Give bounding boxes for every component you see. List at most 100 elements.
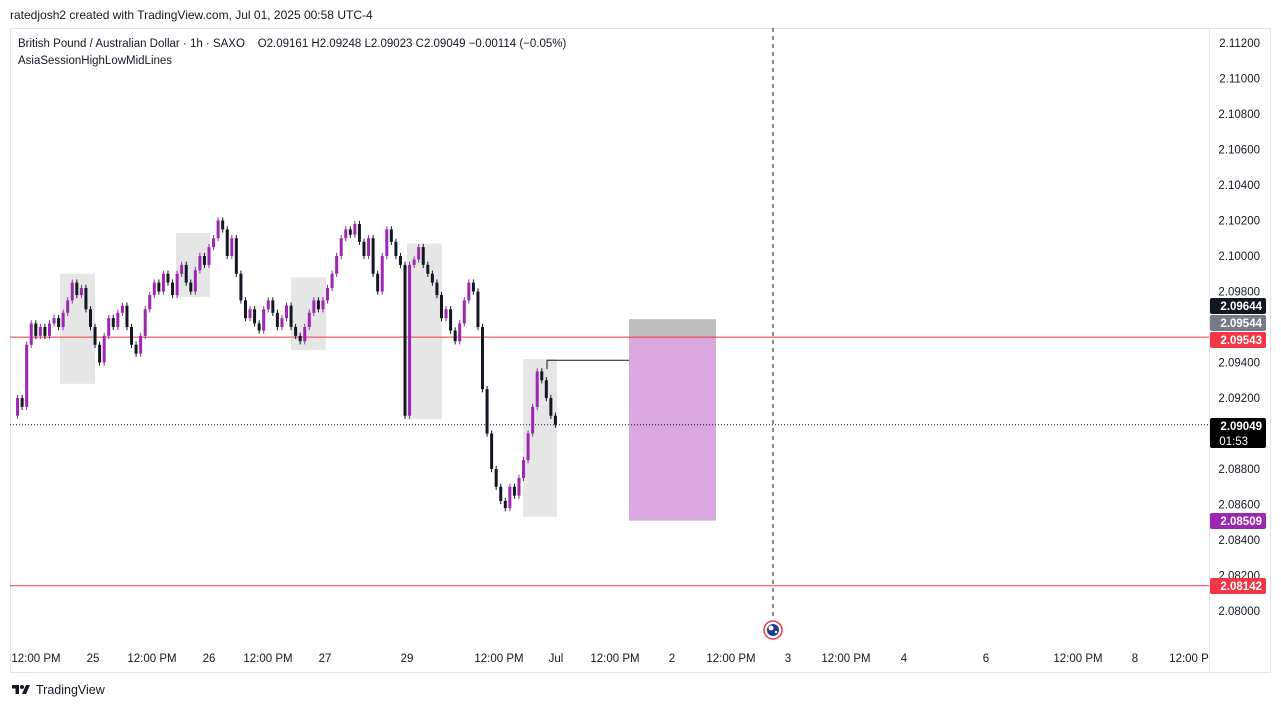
candle-body <box>184 264 188 283</box>
candle-body <box>512 486 516 496</box>
legend-indicator[interactable]: AsiaSessionHighLowMidLines <box>18 55 173 67</box>
candle-body <box>535 371 539 407</box>
y-tick-label: 2.08800 <box>1218 464 1260 476</box>
candle-body <box>522 460 526 478</box>
candle-body <box>120 305 124 313</box>
candle-body <box>485 389 489 434</box>
candle-body <box>494 469 498 487</box>
footer-branding: TradingView <box>10 681 105 699</box>
candle-body <box>307 312 311 327</box>
candle-body <box>29 323 33 345</box>
candle-body <box>389 229 393 242</box>
candle-body <box>439 295 443 319</box>
legend-symbol[interactable]: British Pound / Australian Dollar · 1h ·… <box>18 38 245 50</box>
candle-body <box>75 282 79 296</box>
x-tick-label: 12:00 PM <box>243 653 292 665</box>
header-bar: ratedjosh2 created with TradingView.com,… <box>0 0 1281 30</box>
candle-body <box>499 486 503 501</box>
price-label-badge <box>1210 332 1266 348</box>
candle-body <box>262 309 266 331</box>
candle-body <box>248 309 252 319</box>
candle-body <box>435 282 439 296</box>
y-tick-label: 2.08600 <box>1218 500 1260 512</box>
y-tick-label: 2.09200 <box>1218 393 1260 405</box>
y-tick-label: 2.10800 <box>1218 109 1260 121</box>
candle-body <box>266 300 270 310</box>
candle-body <box>471 282 475 292</box>
legend-ohlc-row: British Pound / Australian Dollar · 1h ·… <box>18 36 566 53</box>
candle-body <box>280 318 284 327</box>
candle-body <box>212 238 216 248</box>
candle-body <box>458 323 462 342</box>
candle-body <box>549 398 553 416</box>
candle-body <box>148 295 152 310</box>
candle-body <box>88 309 92 327</box>
candle-body <box>408 264 412 416</box>
price-label-countdown: 01:53 <box>1219 436 1248 448</box>
chart-legend: British Pound / Australian Dollar · 1h ·… <box>18 36 566 70</box>
candle-body <box>221 220 225 230</box>
candle-body <box>161 273 165 292</box>
tradingview-logo-icon <box>12 685 30 694</box>
x-tick-label: 12:00 PM <box>1053 653 1102 665</box>
candle-body <box>326 287 330 301</box>
y-tick-label: 2.10000 <box>1218 251 1260 263</box>
candle-body <box>330 273 334 288</box>
price-label-badge <box>1210 418 1266 448</box>
candle-body <box>216 220 220 239</box>
x-tick-label: 12:00 PM <box>127 653 176 665</box>
flag-icon <box>774 630 778 634</box>
y-tick-label: 2.10400 <box>1218 180 1260 192</box>
candle-body <box>285 305 288 319</box>
candle-body <box>385 229 389 256</box>
candle-body <box>335 256 339 274</box>
price-label-value: 2.09543 <box>1220 335 1262 347</box>
candle-body <box>430 273 434 283</box>
candle-body <box>503 500 507 509</box>
candle-body <box>38 327 42 336</box>
candle-body <box>490 433 494 469</box>
x-tick-label: 29 <box>401 653 414 665</box>
x-tick-label: 6 <box>983 653 989 665</box>
candle-body <box>225 229 229 256</box>
candle-body <box>412 259 416 265</box>
candle-body <box>25 344 29 407</box>
candle-body <box>230 238 234 256</box>
candle-body <box>130 327 134 345</box>
candle-body <box>234 238 238 274</box>
x-tick-label: 12:00 PM <box>11 653 60 665</box>
candle-body <box>152 282 156 296</box>
candle-body <box>403 264 407 416</box>
candle-body <box>166 273 170 283</box>
candle-body <box>357 224 361 242</box>
price-label-badge <box>1210 578 1266 594</box>
price-label-value: 2.09544 <box>1220 318 1262 330</box>
x-tick-label: 12:00 PM <box>474 653 523 665</box>
candle-body <box>61 312 65 327</box>
candle-body <box>16 398 20 416</box>
y-tick-label: 2.11200 <box>1219 38 1260 50</box>
candle-body <box>180 264 184 274</box>
price-label-badge <box>1210 298 1266 314</box>
flag-icon <box>768 625 774 631</box>
x-tick-label: 26 <box>203 653 216 665</box>
candle-body <box>531 406 535 434</box>
candle-body <box>107 318 111 336</box>
candle-body <box>517 477 521 496</box>
candle-body <box>553 415 557 425</box>
candle-body <box>193 270 197 292</box>
zone-range-purple <box>629 336 716 521</box>
candle-body <box>84 287 88 310</box>
candle-body <box>371 238 375 274</box>
candle-body <box>426 264 430 274</box>
x-tick-label: 3 <box>785 653 791 665</box>
candle-body <box>467 282 471 301</box>
candle-body <box>544 380 548 398</box>
x-tick-label: 8 <box>1132 653 1138 665</box>
candle-body <box>239 273 243 301</box>
candle-body <box>462 300 466 324</box>
candle-body <box>47 323 51 336</box>
candle-body <box>294 327 298 336</box>
y-tick-label: 2.09800 <box>1218 287 1260 299</box>
